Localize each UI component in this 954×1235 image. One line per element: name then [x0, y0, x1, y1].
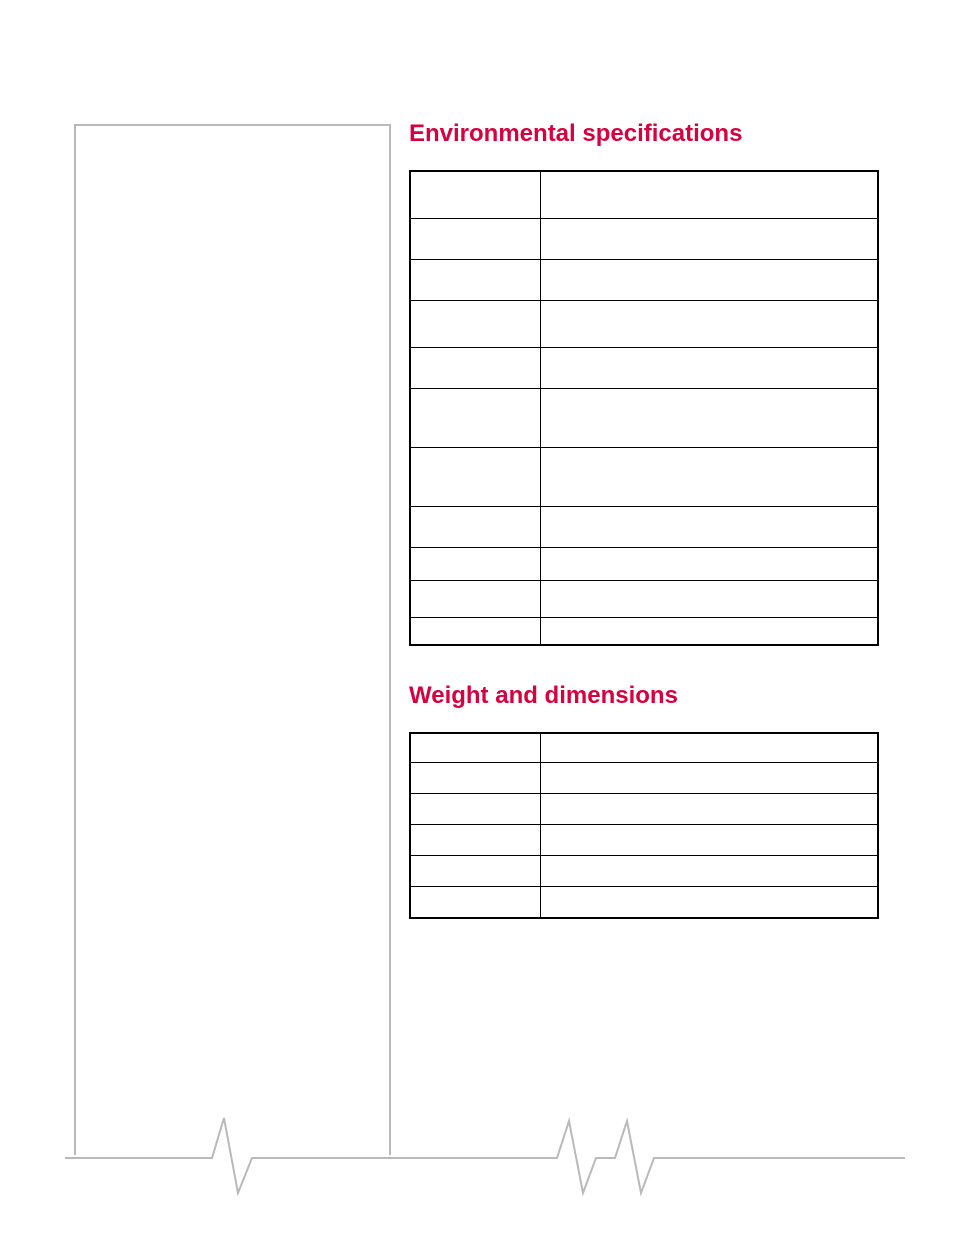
waveform-path — [65, 1118, 905, 1193]
wt-cell-key — [410, 733, 540, 763]
wt-cell-key — [410, 794, 540, 825]
table-row — [410, 260, 878, 301]
wt-cell-val — [540, 733, 878, 763]
wt-cell-val — [540, 794, 878, 825]
table-row — [410, 794, 878, 825]
env-cell-val — [540, 348, 878, 389]
env-cell-key — [410, 171, 540, 219]
env-cell-val — [540, 618, 878, 646]
table-row — [410, 581, 878, 618]
table-row — [410, 171, 878, 219]
frame-path — [75, 125, 390, 1155]
wt-cell-key — [410, 825, 540, 856]
table-row — [410, 763, 878, 794]
table-row — [410, 548, 878, 581]
table-row — [410, 733, 878, 763]
wt-cell-val — [540, 856, 878, 887]
table-row — [410, 389, 878, 448]
env-cell-val — [540, 448, 878, 507]
env-cell-val — [540, 548, 878, 581]
wt-section-title: Weight and dimensions — [409, 682, 879, 710]
env-cell-key — [410, 348, 540, 389]
wt-cell-val — [540, 825, 878, 856]
table-row — [410, 618, 878, 646]
env-section-title: Environmental specifications — [409, 120, 879, 148]
env-cell-val — [540, 219, 878, 260]
wt-cell-val — [540, 763, 878, 794]
env-spec-table — [409, 170, 879, 646]
table-row — [410, 856, 878, 887]
env-cell-key — [410, 507, 540, 548]
env-cell-key — [410, 260, 540, 301]
env-cell-key — [410, 581, 540, 618]
env-cell-key — [410, 618, 540, 646]
table-row — [410, 507, 878, 548]
env-cell-key — [410, 389, 540, 448]
table-row — [410, 887, 878, 919]
wt-cell-key — [410, 763, 540, 794]
table-row — [410, 301, 878, 348]
content-column: Environmental specifications — [409, 120, 879, 919]
env-cell-val — [540, 389, 878, 448]
env-cell-key — [410, 301, 540, 348]
env-cell-val — [540, 301, 878, 348]
page: Environmental specifications — [0, 0, 954, 1235]
wt-cell-val — [540, 887, 878, 919]
wt-cell-key — [410, 856, 540, 887]
env-cell-val — [540, 171, 878, 219]
table-row — [410, 219, 878, 260]
env-cell-val — [540, 507, 878, 548]
env-cell-key — [410, 448, 540, 507]
env-cell-val — [540, 581, 878, 618]
wt-cell-key — [410, 887, 540, 919]
table-row — [410, 348, 878, 389]
env-cell-val — [540, 260, 878, 301]
table-row — [410, 448, 878, 507]
env-cell-key — [410, 219, 540, 260]
table-row — [410, 825, 878, 856]
env-cell-key — [410, 548, 540, 581]
wt-spec-table — [409, 732, 879, 919]
